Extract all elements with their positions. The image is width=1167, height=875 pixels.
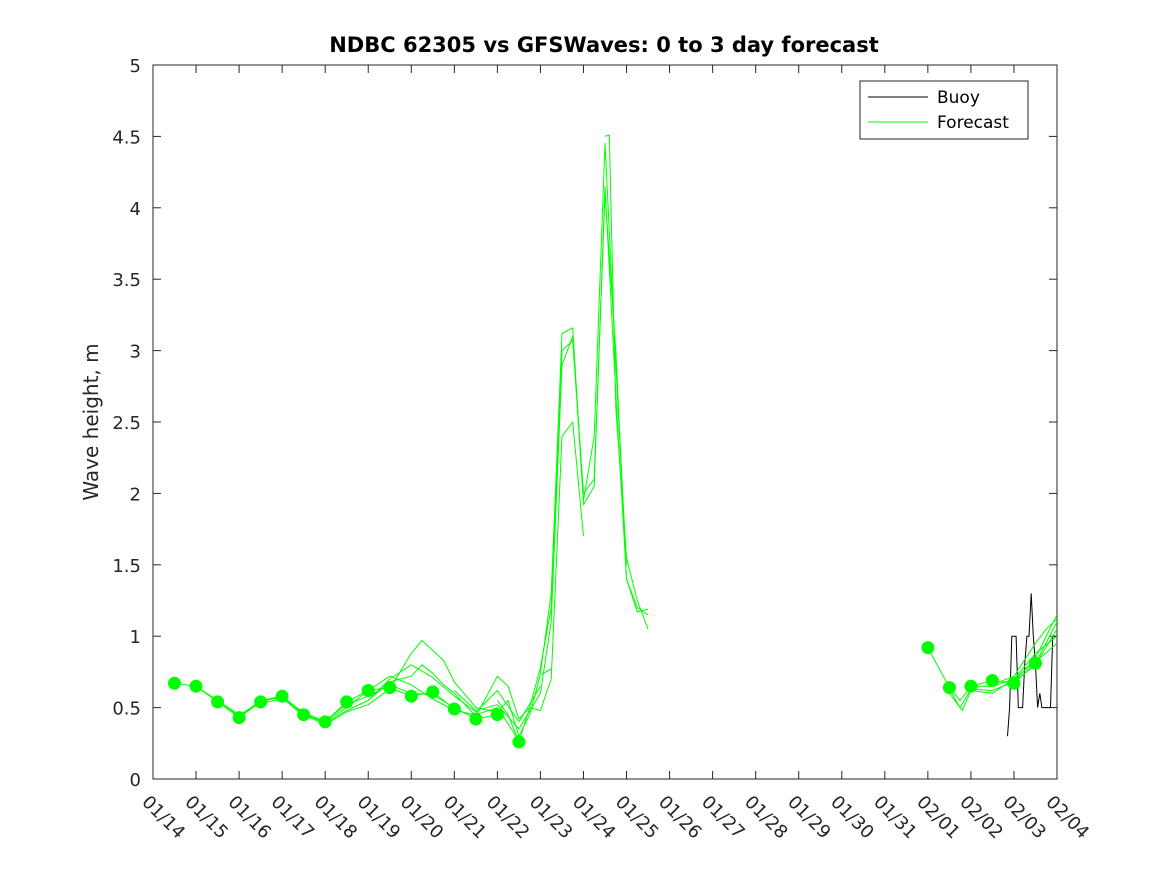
y-tick-label: 1 [130, 627, 141, 648]
y-axis-label: Wave height, m [79, 343, 103, 500]
legend-box [859, 80, 1029, 140]
forecast-marker [942, 681, 956, 695]
y-tick-label: 2 [130, 484, 141, 505]
legend-forecast-label: Forecast [937, 113, 1009, 133]
forecast-marker [469, 712, 483, 726]
forecast-line [281, 640, 552, 737]
forecast-marker [1007, 676, 1021, 690]
y-tick-label: 3.5 [112, 270, 141, 291]
y-tick-label: 3 [130, 342, 141, 363]
forecast-marker [1029, 656, 1042, 670]
forecast-marker [404, 689, 418, 703]
y-tick-label: 5 [130, 56, 141, 77]
forecast-marker [426, 685, 440, 699]
y-tick-label: 1.5 [112, 556, 141, 577]
forecast-marker [490, 708, 504, 722]
forecast-marker [297, 708, 311, 722]
forecast-line [604, 134, 649, 630]
forecast-marker [340, 695, 354, 709]
forecast-marker [275, 689, 289, 703]
forecast-line [539, 185, 649, 674]
legend: Buoy Forecast [859, 80, 1029, 140]
legend-buoy-label: Buoy [937, 88, 980, 108]
y-axis: 0 0.5 1 1.5 2 2.5 3 3.5 4 4.5 5 [112, 56, 1057, 791]
y-tick-label: 2.5 [112, 413, 141, 434]
chart-title: NDBC 62305 vs GFSWaves: 0 to 3 day forec… [329, 33, 879, 57]
plot-content [168, 134, 1057, 749]
forecast-marker [211, 695, 225, 709]
forecast-marker [512, 735, 526, 749]
y-tick-label: 0 [130, 770, 141, 791]
forecast-line [992, 618, 1057, 686]
forecast-marker [447, 702, 461, 716]
forecast-marker [318, 715, 332, 729]
forecast-marker [985, 674, 999, 687]
forecast-marker [189, 679, 203, 693]
buoy-line [1007, 593, 1057, 737]
forecast-marker [232, 711, 246, 725]
forecast-marker [361, 684, 375, 697]
forecast-marker [921, 641, 935, 655]
forecast-marker [254, 695, 268, 709]
forecast-marker [964, 679, 978, 693]
y-tick-label: 4.5 [112, 127, 141, 148]
y-tick-label: 0.5 [112, 699, 141, 720]
plot-area [152, 64, 1058, 780]
forecast-marker [168, 676, 181, 690]
forecast-line [367, 421, 584, 720]
forecast-marker [383, 681, 397, 695]
forecast-line [453, 143, 627, 730]
buoy-series [1007, 593, 1057, 737]
y-tick-label: 4 [130, 199, 141, 220]
forecast-markers [168, 641, 1042, 749]
